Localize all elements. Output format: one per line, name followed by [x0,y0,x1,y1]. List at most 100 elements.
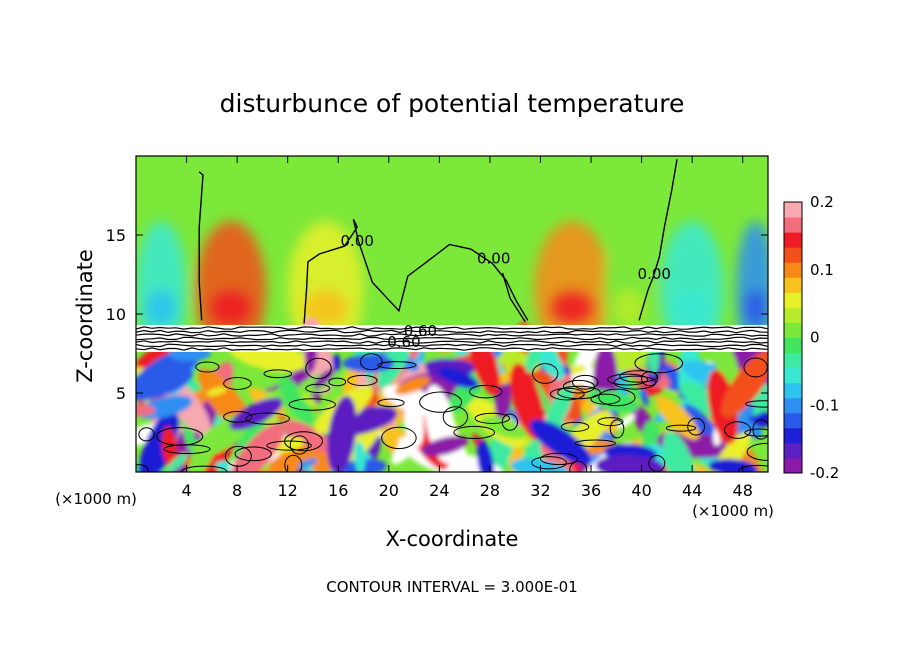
contour-loop [665,424,697,432]
x-tick-label: 20 [379,481,399,500]
contour-loop [724,421,752,439]
field-patch [736,221,768,360]
field-patch [146,289,177,326]
x-tick-label: 32 [530,481,550,500]
z-unit-label: (×1000 m) [55,490,137,508]
colorbar-swatch [784,397,802,414]
contour-loop [284,431,323,452]
contour-loop [532,363,559,384]
contour-loop [549,387,585,401]
colorbar-swatch [784,292,802,308]
contour-line [136,329,768,334]
field-patch [209,289,253,326]
contour-loop [224,445,252,467]
eddy [476,439,495,472]
contour-loop [266,440,312,451]
eddy [624,381,644,399]
contour-loop [598,388,636,407]
contour-loop [284,454,303,472]
contour-loop [223,411,253,423]
field-patch [743,289,767,326]
eddy [721,350,768,418]
field-patch [613,289,645,326]
contour-label: 0.60 [404,322,437,340]
contour-loop [138,427,155,442]
contour-loop [223,377,252,390]
eddy [161,426,178,469]
contour-loop [562,379,596,394]
x-unit-label: (×1000 m) [692,502,774,520]
contour-loop [328,377,347,387]
eddy [394,376,431,395]
colorbar-swatch [784,337,802,354]
chart-title: disturbunce of potential temperature [220,89,685,118]
contour-loop [377,398,405,408]
eddy [545,384,574,432]
contour-line [136,336,768,341]
contour-loop [738,464,768,472]
contour-loop [744,400,768,408]
contour-loop [687,417,706,436]
colorbar: 0.2 0.1 0 -0.1 -0.2 [783,193,839,482]
contour-loop [305,383,331,394]
x-tick-label: 44 [682,481,702,500]
contour-loop [245,412,291,425]
y-axis-label: Z-coordinate [73,249,97,383]
colorbar-tick-label: 0.2 [810,193,834,211]
colorbar-swatch [784,322,802,338]
x-tick-label: 24 [429,481,449,500]
contour-loop [289,435,309,455]
eddy [278,376,314,426]
x-tick-label: 8 [232,481,242,500]
contour-line [136,326,768,330]
contour-label: 0.00 [477,249,510,267]
contour-loop [234,446,272,462]
x-tick-label: 12 [278,481,298,500]
contour-line [136,333,768,337]
eddy [421,436,468,457]
eddy [438,367,479,389]
colorbar-tick-label: -0.2 [810,464,839,482]
contour-loop [590,393,621,405]
contour-line [136,347,768,351]
colorbar-frame [783,201,803,474]
field-patch [673,289,712,326]
colorbar-tick-label: 0.1 [810,261,834,279]
contour-line [136,343,768,348]
plot-area: 0.000.000.000.600.604 8 12 16 20 24 28 32 36 40 44… [106,155,769,500]
contour-loop [195,361,220,373]
contour-line [136,340,768,344]
contour-loop [288,398,336,411]
contour-loop [156,427,204,446]
contour-loop [560,421,590,432]
contour-loop [469,384,503,399]
contour-loop [347,374,378,387]
x-tick-label: 28 [480,481,500,500]
eddy [663,430,699,472]
eddy [327,395,357,472]
contour-loop [453,425,496,440]
colorbar-swatch [784,277,802,293]
colorbar-swatch [784,412,802,429]
contour-loop [539,452,578,466]
contour-line [501,272,526,323]
field-layer: 0.00 0.00 0.00 0.600.60 [136,156,768,472]
eddy [187,429,219,472]
colorbar-swatch [784,232,802,248]
y-tick-label: 10 [106,305,126,324]
eddy [540,440,577,472]
contour-label: 0.00 [638,265,671,283]
eddy [403,392,424,448]
field-patch [549,289,595,326]
inversion-contours [136,326,768,351]
contour-loop [263,369,293,379]
colorbar-swatch [784,427,802,444]
contour-line [198,171,204,321]
colorbar-tick-label: -0.1 [810,396,839,414]
eddy [617,413,636,429]
eddy [342,364,360,400]
contour-loop [442,406,469,428]
contour-loop [574,439,616,448]
contour-loop [531,456,567,470]
contour-interval-text: CONTOUR INTERVAL = 3.000E-01 [326,578,577,596]
